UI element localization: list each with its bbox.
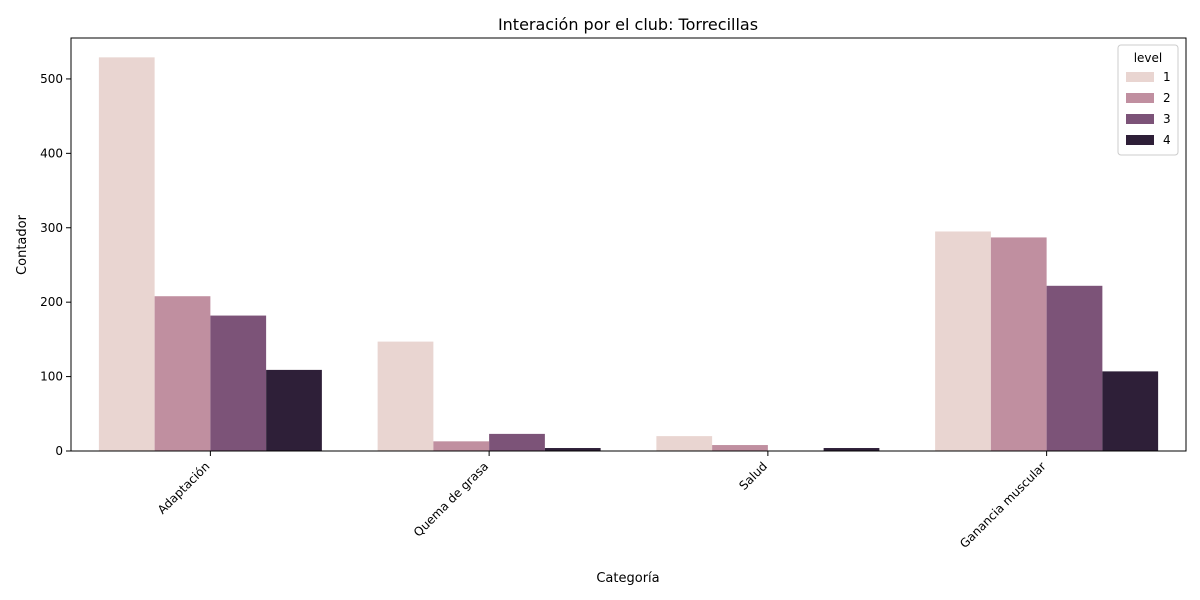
legend-label: 4 <box>1163 133 1171 147</box>
x-tick-label: Quema de grasa <box>411 459 491 539</box>
x-axis: Adaptación Quema de grasa Salud Ganancia mu… <box>155 451 1049 551</box>
bar <box>712 445 768 451</box>
bar <box>935 231 991 451</box>
bar <box>990 237 1047 451</box>
x-tick-label: Adaptación <box>155 459 213 517</box>
bar <box>98 57 155 451</box>
bar <box>823 448 880 451</box>
legend-label: 3 <box>1163 112 1171 126</box>
bar <box>656 436 713 451</box>
x-tick-label: Salud <box>736 459 770 493</box>
y-axis: 0 100 200 300 400 500 <box>40 72 71 458</box>
legend-title: level <box>1134 51 1163 65</box>
x-tick-label: Ganancia muscular <box>957 459 1049 551</box>
plot-frame <box>70 37 1187 452</box>
bars-group <box>98 57 1159 451</box>
bar <box>489 433 545 451</box>
bar <box>266 369 322 451</box>
bar <box>433 441 490 451</box>
legend: level 1 2 3 4 <box>1117 44 1179 156</box>
legend-swatch <box>1126 72 1154 82</box>
bar <box>1046 285 1103 451</box>
y-axis-label: Contador <box>15 214 30 275</box>
bar <box>154 296 211 451</box>
legend-swatch <box>1126 114 1154 124</box>
legend-label: 1 <box>1163 70 1171 84</box>
chart-title: Interación por el club: Torrecillas <box>498 15 758 34</box>
y-tick-label: 300 <box>40 221 63 235</box>
x-axis-label: Categoría <box>596 571 659 586</box>
legend-swatch <box>1126 135 1154 145</box>
bar <box>1102 371 1159 451</box>
y-tick-label: 200 <box>40 295 63 309</box>
legend-swatch <box>1126 93 1154 103</box>
y-tick-label: 0 <box>55 444 63 458</box>
y-tick-label: 400 <box>40 146 63 160</box>
bar <box>544 448 601 451</box>
bar <box>210 315 267 451</box>
y-tick-label: 100 <box>40 370 63 384</box>
bar <box>377 341 434 451</box>
legend-label: 2 <box>1163 91 1171 105</box>
y-tick-label: 500 <box>40 72 63 86</box>
